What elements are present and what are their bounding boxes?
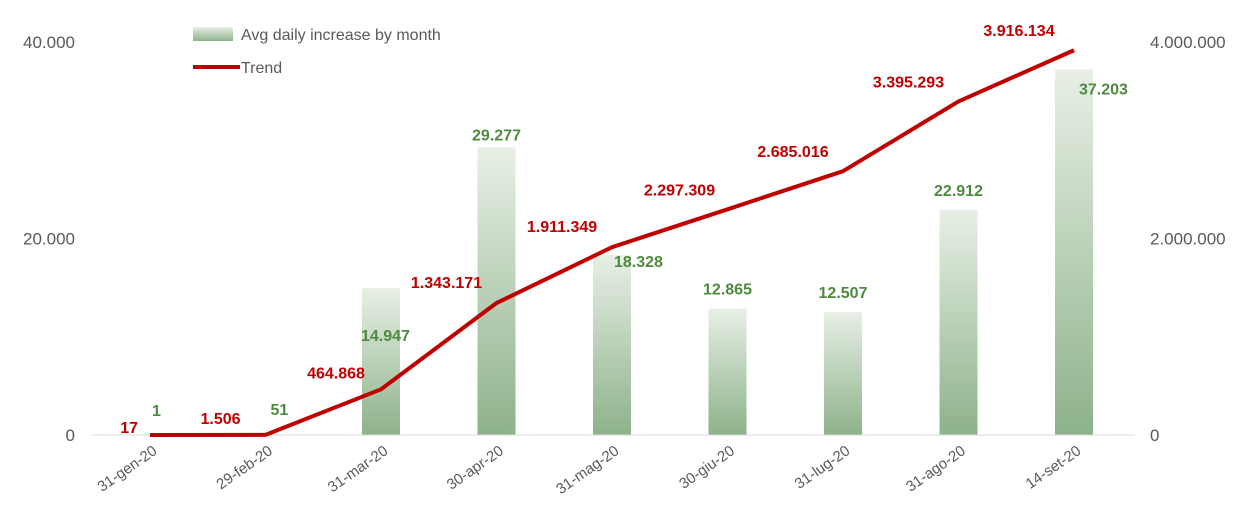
bar-data-label: 12.865 <box>703 282 752 299</box>
x-tick-label: 31-ago-20 <box>903 442 969 495</box>
right-axis-tick: 4.000.000 <box>1150 33 1226 52</box>
bar-31-lug-20 <box>824 312 862 435</box>
right-axis-tick: 2.000.000 <box>1150 230 1226 249</box>
line-series <box>149 48 1075 437</box>
x-tick-label: 31-mag-20 <box>553 442 622 498</box>
x-tick-label: 31-gen-20 <box>95 442 161 495</box>
bar-data-label: 22.912 <box>934 183 983 200</box>
bar-data-label: 37.203 <box>1079 81 1128 98</box>
trend-data-label: 2.685.016 <box>757 144 828 161</box>
bar-30-apr-20 <box>477 147 516 436</box>
bar-31-mar-20 <box>362 288 400 435</box>
right-axis-tick: 0 <box>1150 426 1159 445</box>
x-tick-label: 31-mar-20 <box>325 442 391 496</box>
bar-31-mag-20 <box>593 254 631 435</box>
trend-data-label: 464.868 <box>307 365 365 382</box>
trend-data-label: 1.506 <box>200 411 240 428</box>
trend-data-label: 3.395.293 <box>873 74 944 91</box>
trend-data-label: 1.343.171 <box>411 275 482 292</box>
legend-label-trend: Trend <box>241 60 282 77</box>
left-axis-tick: 40.000 <box>23 33 75 52</box>
bar-data-label: 12.507 <box>819 285 868 302</box>
x-tick-label: 14-set-20 <box>1023 442 1085 492</box>
bar-data-label: 18.328 <box>614 254 663 271</box>
bar-series <box>131 69 1093 436</box>
bar-data-label: 29.277 <box>472 127 521 144</box>
legend-swatch-bars <box>193 27 233 41</box>
bar-31-ago-20 <box>939 209 978 435</box>
legend: Avg daily increase by month Trend <box>193 27 441 77</box>
trend-line <box>149 48 1075 437</box>
trend-data-label: 3.916.134 <box>983 23 1054 40</box>
x-tick-label: 30-giu-20 <box>676 442 738 492</box>
data-labels: 17 1.506 464.868 1.343.171 1.911.349 2.297.30… <box>120 23 1128 437</box>
left-axis-tick: 20.000 <box>23 230 75 249</box>
x-tick-label: 29-feb-20 <box>213 442 275 493</box>
legend-label-bars: Avg daily increase by month <box>241 27 441 44</box>
bar-data-label: 51 <box>271 402 289 419</box>
bar-30-giu-20 <box>708 308 747 435</box>
bar-14-set-20 <box>1055 69 1093 435</box>
x-tick-label: 31-lug-20 <box>792 442 854 492</box>
bar-data-label: 1 <box>152 403 161 420</box>
bar-data-label: 14.947 <box>361 328 410 345</box>
x-tick-label: 30-apr-20 <box>444 442 507 493</box>
left-axis-tick: 0 <box>66 426 75 445</box>
trend-data-label: 17 <box>120 420 138 437</box>
trend-data-label: 2.297.309 <box>644 182 715 199</box>
trend-data-label: 1.911.349 <box>527 219 597 236</box>
